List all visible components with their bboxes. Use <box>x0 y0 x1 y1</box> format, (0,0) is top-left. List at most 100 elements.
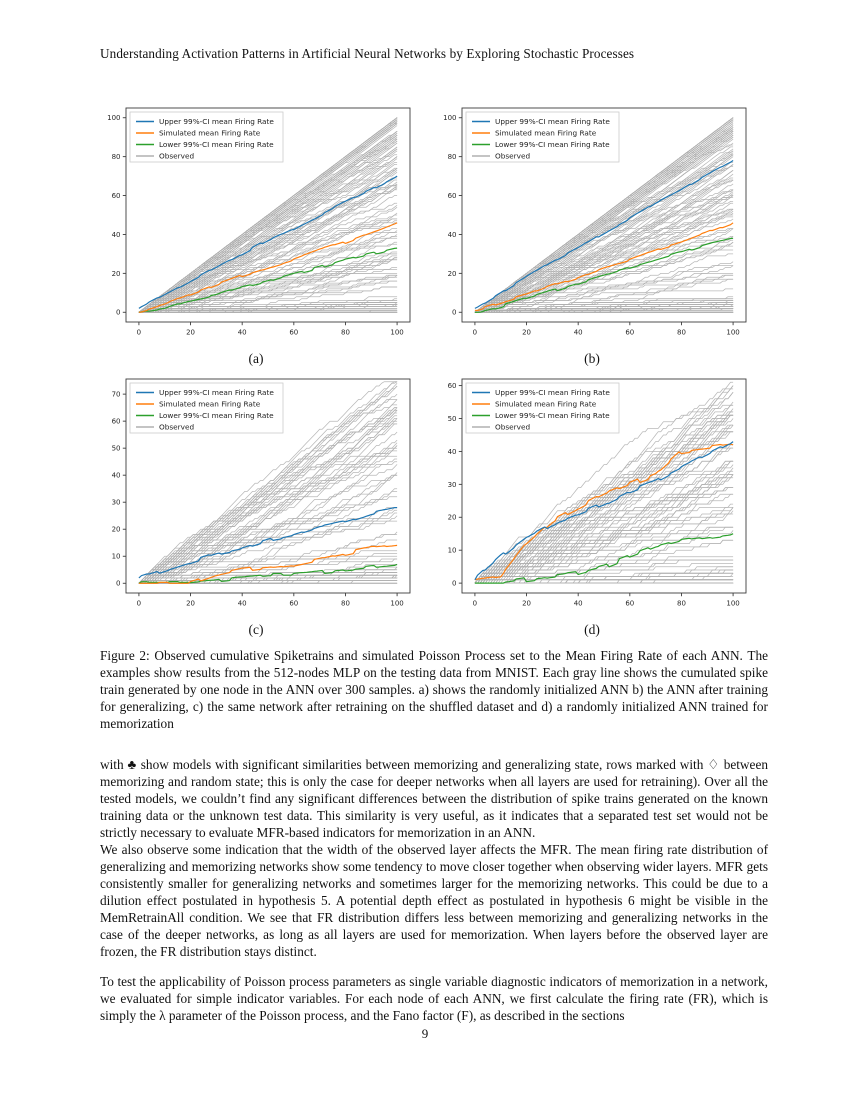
axis-ticks: 0 20 40 60 80 100 0 20 40 60 80 100 <box>107 114 404 336</box>
chart-d-plot: 0 20 40 60 80 100 0 10 20 30 40 50 60 Upper 99%-CI me… <box>432 371 752 619</box>
legend-label: Observed <box>495 423 530 432</box>
observed-lines <box>474 381 734 584</box>
x-tick-label: 20 <box>186 329 195 337</box>
plot-border <box>125 378 411 594</box>
chart-c-plot: 0 20 40 60 80 100 0 10 20 30 40 50 60 70 Upper 99%-CI … <box>96 371 416 619</box>
series-line-blue <box>474 159 734 309</box>
legend-label: Lower 99%-CI mean Firing Rate <box>159 411 274 420</box>
legend-label: Simulated mean Firing Rate <box>159 400 261 409</box>
x-tick-label: 0 <box>137 600 141 608</box>
y-tick-label: 10 <box>448 547 457 555</box>
x-tick-label: 60 <box>289 329 298 337</box>
series-line-orange <box>138 222 398 313</box>
y-tick-label: 20 <box>112 526 121 534</box>
legend-label: Observed <box>495 152 530 161</box>
y-tick-label: 10 <box>112 553 121 561</box>
x-tick-label: 40 <box>238 600 247 608</box>
x-tick-label: 60 <box>625 329 634 337</box>
y-tick-label: 80 <box>112 153 121 161</box>
y-tick-label: 30 <box>112 499 121 507</box>
y-tick-label: 70 <box>112 391 121 399</box>
legend-label: Upper 99%-CI mean Firing Rate <box>495 117 610 126</box>
page-number: 9 <box>421 1026 429 1041</box>
x-tick-label: 80 <box>341 600 350 608</box>
x-tick-label: 100 <box>726 329 739 337</box>
observed-lines <box>138 117 398 313</box>
chart-a: 0 20 40 60 80 100 0 20 40 60 80 100 Upper 99%-CI mea… <box>96 100 416 367</box>
legend: Upper 99%-CI mean Firing Rate Simulated m… <box>465 111 620 163</box>
series-line-orange <box>474 443 734 581</box>
y-tick-label: 20 <box>112 270 121 278</box>
y-tick-label: 50 <box>112 445 121 453</box>
y-tick-label: 20 <box>448 270 457 278</box>
chart-b-svg: 0 20 40 60 80 100 0 20 40 60 80 100 Upper 99%-CI mea… <box>443 107 747 337</box>
x-tick-label: 0 <box>473 600 477 608</box>
x-tick-label: 40 <box>238 329 247 337</box>
legend: Upper 99%-CI mean Firing Rate Simulated m… <box>129 111 284 163</box>
series-line-green <box>138 563 398 584</box>
y-tick-label: 40 <box>448 231 457 239</box>
x-tick-label: 80 <box>677 329 686 337</box>
axis-ticks: 0 20 40 60 80 100 0 20 40 60 80 100 <box>443 114 740 336</box>
series-line-green <box>138 247 398 313</box>
chart-d: 0 20 40 60 80 100 0 10 20 30 40 50 60 Upper 99%-CI me… <box>432 371 752 638</box>
legend-label: Simulated mean Firing Rate <box>159 129 261 138</box>
chart-a-svg: 0 20 40 60 80 100 0 20 40 60 80 100 Upper 99%-CI mea… <box>107 107 411 337</box>
legend: Upper 99%-CI mean Firing Rate Simulated m… <box>129 382 284 434</box>
axis-ticks: 0 20 40 60 80 100 0 10 20 30 40 50 60 <box>448 382 740 608</box>
legend-label: Lower 99%-CI mean Firing Rate <box>495 411 610 420</box>
y-tick-label: 30 <box>448 481 457 489</box>
y-tick-label: 60 <box>112 192 121 200</box>
legend-label: Observed <box>159 423 194 432</box>
series-line-blue <box>138 507 398 579</box>
series-line-orange <box>474 222 734 312</box>
chart-c-svg: 0 20 40 60 80 100 0 10 20 30 40 50 60 70 Upper 99%-CI … <box>112 378 411 608</box>
legend-label: Lower 99%-CI mean Firing Rate <box>495 140 610 149</box>
chart-b: 0 20 40 60 80 100 0 20 40 60 80 100 Upper 99%-CI mea… <box>432 100 752 367</box>
axis-ticks: 0 20 40 60 80 100 0 10 20 30 40 50 60 70 <box>112 391 404 608</box>
legend: Upper 99%-CI mean Firing Rate Simulated m… <box>465 382 620 434</box>
y-tick-label: 0 <box>452 580 456 588</box>
subfig-label-d: (d) <box>584 622 600 637</box>
body-paragraph-3: To test the applicability of Poisson pro… <box>100 974 768 1024</box>
plot-border <box>125 107 411 323</box>
legend-label: Upper 99%-CI mean Firing Rate <box>159 117 274 126</box>
x-tick-label: 0 <box>473 329 477 337</box>
legend-label: Upper 99%-CI mean Firing Rate <box>159 388 274 397</box>
subfig-label-a: (a) <box>248 351 264 366</box>
y-tick-label: 50 <box>448 415 457 423</box>
x-tick-label: 20 <box>522 600 531 608</box>
y-tick-label: 100 <box>107 114 120 122</box>
y-tick-label: 0 <box>452 309 456 317</box>
x-tick-label: 40 <box>574 600 583 608</box>
series-line-blue <box>474 441 734 581</box>
x-tick-label: 80 <box>341 329 350 337</box>
chart-d-svg: 0 20 40 60 80 100 0 10 20 30 40 50 60 Upper 99%-CI me… <box>448 378 747 608</box>
chart-b-plot: 0 20 40 60 80 100 0 20 40 60 80 100 Upper 99%-CI mea… <box>432 100 752 348</box>
series-line-orange <box>138 544 398 584</box>
y-tick-label: 0 <box>116 309 120 317</box>
x-tick-label: 100 <box>726 600 739 608</box>
x-tick-label: 20 <box>522 329 531 337</box>
y-tick-label: 40 <box>112 472 121 480</box>
y-tick-label: 60 <box>112 418 121 426</box>
y-tick-label: 60 <box>448 192 457 200</box>
chart-c: 0 20 40 60 80 100 0 10 20 30 40 50 60 70 Upper 99%-CI … <box>96 371 416 638</box>
subfig-label-c: (c) <box>248 622 264 637</box>
series-line-green <box>474 533 734 584</box>
legend-label: Lower 99%-CI mean Firing Rate <box>159 140 274 149</box>
chart-a-plot: 0 20 40 60 80 100 0 20 40 60 80 100 Upper 99%-CI mea… <box>96 100 416 348</box>
x-tick-label: 20 <box>186 600 195 608</box>
plot-border <box>461 107 747 323</box>
x-tick-label: 100 <box>390 329 403 337</box>
x-tick-label: 40 <box>574 329 583 337</box>
series-line-blue <box>138 175 398 309</box>
body-paragraph-2: We also observe some indication that the… <box>100 842 768 960</box>
x-tick-label: 60 <box>625 600 634 608</box>
legend-label: Simulated mean Firing Rate <box>495 400 597 409</box>
y-tick-label: 20 <box>448 514 457 522</box>
x-tick-label: 80 <box>677 600 686 608</box>
body-text: with ♣ show models with significant simi… <box>100 756 768 1024</box>
y-tick-label: 0 <box>116 580 120 588</box>
